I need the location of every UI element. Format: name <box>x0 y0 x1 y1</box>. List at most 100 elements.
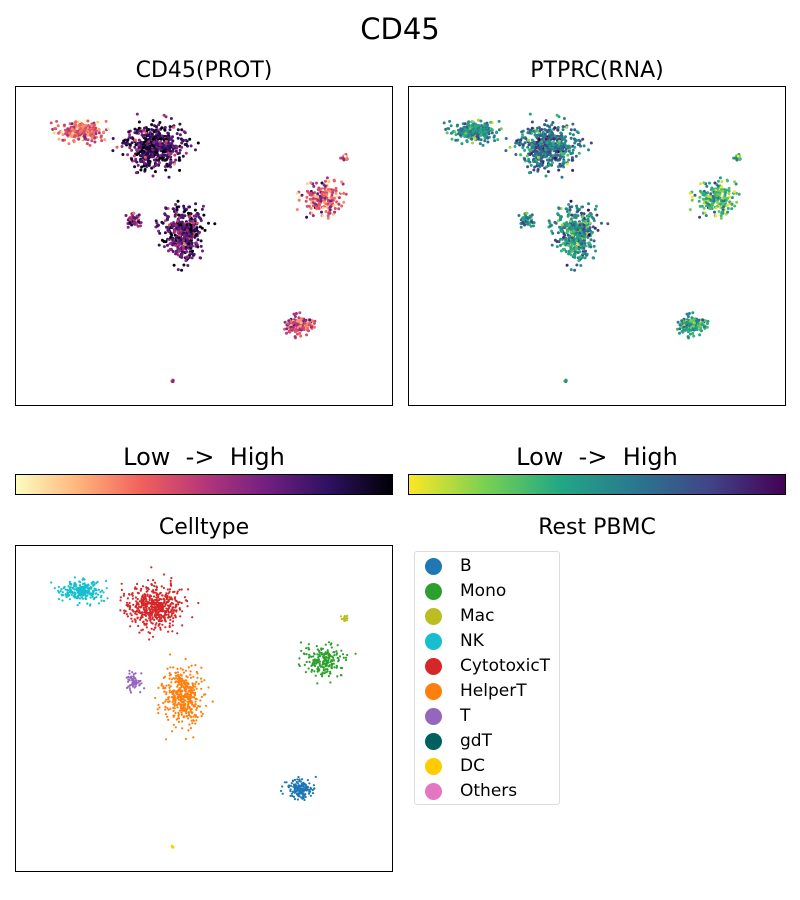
legend-item-helpert: HelperT <box>425 680 527 702</box>
scatter-point <box>548 142 552 146</box>
scatter-point <box>552 154 556 158</box>
scatter-point <box>134 157 138 161</box>
scatter-point <box>185 708 188 711</box>
scatter-point <box>526 138 530 142</box>
scatter-point <box>703 193 707 197</box>
scatter-point <box>106 597 109 600</box>
scatter-point <box>528 128 532 132</box>
scatter-point <box>139 221 143 225</box>
scatter-point <box>315 206 318 210</box>
scatter-point <box>207 686 210 689</box>
scatter-point <box>538 129 542 132</box>
scatter-point <box>302 782 305 785</box>
scatter-point <box>581 205 584 209</box>
scatter-point <box>318 668 321 671</box>
scatter-point <box>161 150 165 154</box>
scatter-point <box>141 603 144 606</box>
scatter-point <box>293 335 297 339</box>
scatter-point <box>332 651 335 654</box>
scatter-point <box>701 323 704 327</box>
scatter-point <box>585 225 589 229</box>
scatter-point <box>182 715 186 718</box>
scatter-point <box>193 692 196 695</box>
scatter-point <box>289 325 293 329</box>
scatter-point <box>83 582 86 585</box>
scatter-point <box>155 224 159 228</box>
scatter-point <box>508 145 512 149</box>
scatter-point <box>183 131 187 135</box>
scatter-point <box>75 127 79 131</box>
scatter-point <box>574 247 578 251</box>
panel-title-prot: CD45(PROT) <box>135 58 273 83</box>
scatter-point <box>464 131 468 135</box>
scatter-point <box>293 786 296 790</box>
scatter-plot-prot <box>49 112 349 383</box>
scatter-point <box>187 729 190 732</box>
scatter-point <box>293 778 297 781</box>
scatter-point <box>144 618 147 621</box>
scatter-point <box>342 656 345 659</box>
scatter-point <box>564 139 568 143</box>
scatter-point <box>287 319 291 323</box>
scatter-point <box>161 594 164 597</box>
scatter-point <box>707 194 711 198</box>
scatter-point <box>573 145 577 149</box>
scatter-point <box>292 795 296 798</box>
scatter-point <box>157 619 160 622</box>
scatter-point <box>557 168 561 172</box>
scatter-point <box>183 214 187 218</box>
scatter-point <box>154 598 157 601</box>
scatter-point <box>192 225 196 229</box>
scatter-point <box>305 182 309 186</box>
scatter-point <box>192 715 195 718</box>
scatter-point <box>176 225 180 229</box>
scatter-point <box>178 709 181 712</box>
scatter-point <box>184 737 188 741</box>
scatter-point <box>186 692 189 695</box>
scatter-point <box>129 612 132 615</box>
scatter-point <box>136 598 139 601</box>
scatter-point <box>150 590 154 593</box>
scatter-point <box>83 586 86 589</box>
scatter-point <box>148 596 151 600</box>
scatter-point <box>456 123 459 127</box>
scatter-point <box>178 148 182 152</box>
scatter-point <box>453 130 457 134</box>
scatter-point <box>708 206 711 210</box>
scatter-point <box>530 213 534 217</box>
scatter-plot-rna <box>442 112 742 383</box>
scatter-point <box>152 165 156 169</box>
scatter-point <box>152 579 155 582</box>
scatter-point <box>192 736 195 739</box>
scatter-point <box>186 226 190 230</box>
scatter-point <box>157 712 160 715</box>
scatter-point <box>176 703 179 706</box>
scatter-point <box>176 152 180 156</box>
legend-label: Others <box>460 781 518 801</box>
scatter-point <box>577 151 581 155</box>
scatter-point <box>150 128 154 131</box>
scatter-point <box>561 152 564 156</box>
scatter-point <box>577 138 581 142</box>
scatter-point <box>296 328 300 332</box>
scatter-point <box>533 160 537 163</box>
scatter-point <box>138 600 141 603</box>
scatter-point <box>530 138 534 142</box>
scatter-point <box>160 156 164 160</box>
scatter-point <box>176 671 179 674</box>
scatter-point <box>153 606 156 609</box>
scatter-point <box>169 653 172 656</box>
scatter-point <box>127 130 131 134</box>
scatter-point <box>150 621 153 624</box>
scatter-point <box>171 144 175 148</box>
scatter-point <box>606 222 610 226</box>
scatter-point <box>176 667 179 670</box>
scatter-point <box>90 139 94 143</box>
scatter-point <box>583 244 586 248</box>
scatter-point <box>578 256 582 260</box>
scatter-point <box>175 205 179 209</box>
scatter-point <box>141 151 145 155</box>
scatter-point <box>535 128 539 132</box>
scatter-point <box>184 259 188 263</box>
